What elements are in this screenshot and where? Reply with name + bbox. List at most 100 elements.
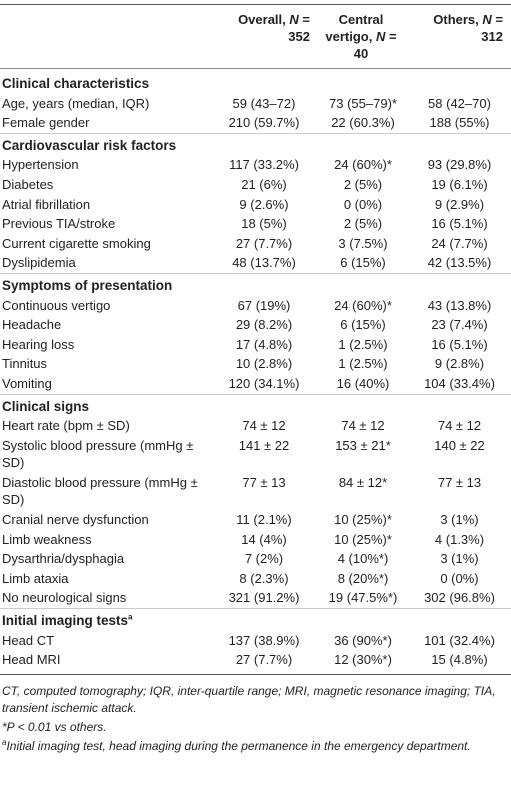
section-title: Initial imaging testsa: [0, 608, 511, 631]
cell-value: 19 (47.5%*): [328, 590, 398, 606]
column-name: Central vertigo,: [325, 12, 384, 44]
section-title: Symptoms of presentation: [0, 272, 511, 296]
cell-value: 3 (7.5%): [338, 235, 388, 251]
column-name: Overall,: [238, 12, 286, 27]
cell-value: 11 (2.1%): [236, 512, 292, 528]
n-symbol: N: [375, 29, 386, 44]
data-row: Dyslipidemia 48 (13.7%) 6 (15%) 42 (13.5%): [0, 253, 511, 273]
cell-value: 9 (2.9%): [434, 196, 485, 212]
cell-value: 29 (8.2%): [235, 317, 293, 333]
cell-value: 27 (7.7%): [235, 652, 293, 668]
cell-value: 16 (5.1%): [431, 336, 488, 352]
cell-value: 74 ± 12: [341, 418, 385, 434]
section-title: Cardiovascular risk factors: [0, 132, 511, 156]
cell-value: 141 ± 22: [238, 437, 290, 453]
cell-value: 6 (15%): [340, 317, 386, 333]
cell-value: 0 (0%): [343, 196, 383, 212]
data-row: Female gender 210 (59.7%) 22 (60.3%) 188 (5…: [0, 113, 511, 133]
cell-value: 140 ± 22: [434, 437, 485, 453]
data-row: Continuous vertigo 67 (19%) 24 (60%)* 43 (1…: [0, 296, 511, 316]
row-label: Tinnitus: [2, 356, 48, 372]
row-label: Dysarthria/dysphagia: [2, 551, 125, 567]
cell-value: 24 (60%)*: [334, 157, 392, 173]
cell-value: 77 ± 13: [437, 474, 482, 490]
cell-value: 16 (40%): [336, 375, 390, 391]
section-row: Clinical signs: [0, 393, 511, 417]
header-cell: Central vertigo, N = 40: [318, 4, 410, 69]
section-marker: a: [128, 612, 133, 622]
cell-value: 9 (2.6%): [239, 196, 289, 212]
row-label: No neurological signs: [2, 590, 127, 606]
cell-value: 22 (60.3%): [331, 115, 395, 131]
footnote: aInitial imaging test, head imaging duri…: [2, 738, 509, 755]
row-label: Limb ataxia: [2, 570, 69, 586]
cell-value: 10 (25%)*: [334, 512, 392, 528]
footnote: CT, computed tomography; IQR, inter-quar…: [2, 683, 496, 715]
cell-value: 74 ± 12: [242, 418, 286, 434]
table-header: Overall, N = 352 Central vertigo, N = 40 O…: [0, 4, 511, 69]
section-title-text: Symptoms of presentation: [2, 277, 173, 293]
footnotes: CT, computed tomography; IQR, inter-quar…: [0, 675, 511, 755]
cell-value: 2 (5%): [343, 216, 383, 232]
row-label: Head CT: [2, 632, 55, 648]
cell-value: 74 ± 12: [437, 418, 482, 434]
cell-value: 18 (5%): [241, 216, 287, 232]
data-row: Hearing loss 17 (4.8%) 1 (2.5%) 16 (5.1%): [0, 335, 511, 355]
row-label: Limb weakness: [2, 531, 92, 547]
cell-value: 59 (43–72): [232, 95, 296, 111]
section-row: Cardiovascular risk factors: [0, 132, 511, 156]
data-row: Current cigarette smoking 27 (7.7%) 3 (7.5…: [0, 234, 511, 254]
data-row: Age, years (median, IQR) 59 (43–72) 73 (55…: [0, 94, 511, 114]
cell-value: 104 (33.4%): [424, 375, 495, 391]
cell-value: 302 (96.8%): [424, 590, 495, 606]
cell-value: 188 (55%): [429, 115, 490, 131]
cell-value: 101 (32.4%): [424, 632, 495, 648]
section-row: Initial imaging testsa: [0, 608, 511, 631]
cell-value: 67 (19%): [237, 297, 291, 313]
data-table: Overall, N = 352 Central vertigo, N = 40 O…: [0, 4, 511, 675]
data-row: Systolic blood pressure (mmHg ± SD) 141 ±…: [0, 436, 511, 473]
data-row: No neurological signs 321 (91.2%) 19 (47.5…: [0, 588, 511, 608]
row-label: Diabetes: [2, 176, 54, 192]
row-label: Dyslipidemia: [2, 255, 76, 271]
data-row: Previous TIA/stroke 18 (5%) 2 (5%) 16 (5.1%…: [0, 214, 511, 234]
header-row: Overall, N = 352 Central vertigo, N = 40 O…: [0, 4, 511, 69]
cell-value: 15 (4.8%): [431, 652, 488, 668]
data-row: Heart rate (bpm ± SD) 74 ± 12 74 ± 12 74 ± …: [0, 416, 511, 436]
cell-value: 16 (5.1%): [431, 216, 488, 232]
footnote-marker: a: [2, 737, 7, 747]
cell-value: 4 (10%*): [337, 551, 389, 567]
row-label: Previous TIA/stroke: [2, 216, 116, 232]
section-title-text: Clinical characteristics: [2, 76, 150, 91]
data-row: Dysarthria/dysphagia 7 (2%) 4 (10%*) 3 (1%): [0, 549, 511, 569]
cell-value: 8 (20%*): [337, 570, 389, 586]
cell-value: 24 (7.7%): [431, 235, 488, 251]
cell-value: 137 (38.9%): [228, 632, 300, 648]
data-row: Limb ataxia 8 (2.3%) 8 (20%*) 0 (0%): [0, 569, 511, 589]
cell-value: 7 (2%): [244, 551, 284, 567]
cell-value: 42 (13.5%): [427, 255, 492, 271]
table-wrap: Overall, N = 352 Central vertigo, N = 40 O…: [0, 4, 511, 755]
cell-value: 43 (13.8%): [427, 297, 492, 313]
cell-value: 73 (55–79)*: [329, 95, 397, 111]
row-label: Hearing loss: [2, 336, 75, 352]
section-title: Clinical signs: [0, 393, 511, 417]
row-label: Vomiting: [2, 375, 52, 391]
data-row: Tinnitus 10 (2.8%) 1 (2.5%) 9 (2.8%): [0, 354, 511, 374]
row-label: Systolic blood pressure (mmHg ± SD): [2, 437, 194, 471]
n-symbol: N: [289, 12, 299, 27]
cell-value: 3 (1%): [440, 551, 479, 567]
data-row: Diabetes 21 (6%) 2 (5%) 19 (6.1%): [0, 175, 511, 195]
data-row: Head MRI 27 (7.7%) 12 (30%*) 15 (4.8%): [0, 650, 511, 674]
cell-value: 0 (0%): [440, 570, 479, 586]
cell-value: 153 ± 21*: [335, 437, 391, 453]
row-label: Atrial fibrillation: [2, 196, 91, 212]
section-title-text: Clinical signs: [2, 398, 90, 414]
cell-value: 321 (91.2%): [228, 590, 300, 606]
cell-value: 117 (33.2%): [229, 157, 299, 173]
cell-value: 10 (25%)*: [334, 531, 392, 547]
cell-value: 1 (2.5%): [338, 336, 388, 352]
data-row: Vomiting 120 (34.1%) 16 (40%) 104 (33.4%): [0, 374, 511, 394]
cell-value: 24 (60%)*: [334, 297, 392, 313]
n-symbol: N: [482, 12, 492, 27]
